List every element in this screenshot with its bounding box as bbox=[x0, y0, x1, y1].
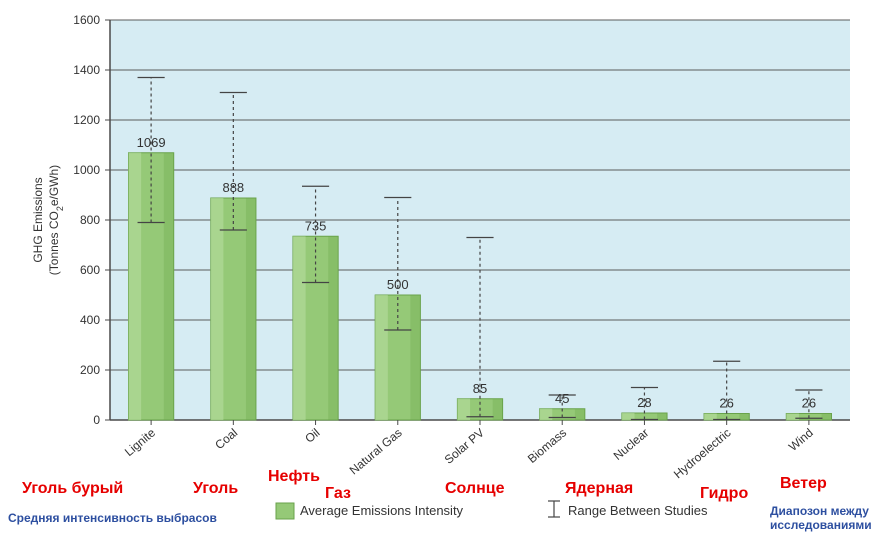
y-axis-label: GHG Emissions(Tonnes CO2e/GWh) bbox=[31, 165, 65, 275]
legend-swatch bbox=[276, 503, 294, 519]
category-label: Natural Gas bbox=[347, 426, 405, 478]
bar-value-label: 888 bbox=[222, 180, 244, 195]
russian-category-label: Солнце bbox=[445, 480, 505, 498]
y-tick-label: 200 bbox=[80, 363, 100, 377]
legend-ru-right: Диапозон между bbox=[770, 504, 869, 518]
bar-value-label: 28 bbox=[637, 395, 651, 410]
bar-value-label: 1069 bbox=[137, 135, 166, 150]
chart-root: 0 200 400 600 800 1000 1200 1400 1600 GHG Emissio… bbox=[0, 0, 875, 543]
bar bbox=[129, 153, 174, 420]
bar-value-label: 500 bbox=[387, 277, 409, 292]
bar-value-label: 735 bbox=[305, 218, 327, 233]
bar-value-label: 26 bbox=[802, 396, 816, 411]
russian-category-label: Газ bbox=[325, 485, 351, 503]
y-tick-label: 1200 bbox=[73, 113, 100, 127]
category-label: Biomass bbox=[525, 426, 569, 466]
category-label: Solar PV bbox=[442, 426, 487, 467]
russian-category-label: Ветер bbox=[780, 475, 827, 493]
category-label: Wind bbox=[786, 426, 816, 454]
bar-value-label: 85 bbox=[473, 381, 487, 396]
bar bbox=[375, 295, 420, 420]
y-tick-label: 800 bbox=[80, 213, 100, 227]
legend-ru-left: Средняя интенсивность выбрасов bbox=[8, 511, 217, 525]
y-tick-label: 1400 bbox=[73, 63, 100, 77]
bar-value-label: 26 bbox=[719, 396, 733, 411]
legend-range-label: Range Between Studies bbox=[568, 503, 708, 518]
bar bbox=[211, 198, 256, 420]
russian-category-label: Уголь бурый bbox=[22, 480, 123, 498]
y-tick-label: 1600 bbox=[73, 13, 100, 27]
russian-category-label: Гидро bbox=[700, 485, 748, 503]
svg-text:GHG Emissions: GHG Emissions bbox=[31, 177, 45, 262]
russian-category-label: Нефть bbox=[268, 468, 320, 486]
category-label: Lignite bbox=[122, 425, 158, 459]
legend-ru-right: исследованиями bbox=[770, 518, 872, 532]
legend-avg-label: Average Emissions Intensity bbox=[300, 503, 464, 518]
y-tick-label: 600 bbox=[80, 263, 100, 277]
category-label: Hydroelectric bbox=[671, 426, 734, 482]
svg-text:(Tonnes CO2e/GWh): (Tonnes CO2e/GWh) bbox=[47, 165, 65, 275]
russian-category-label: Ядерная bbox=[565, 480, 633, 498]
y-tick-label: 0 bbox=[93, 413, 100, 427]
bar-value-label: 45 bbox=[555, 391, 569, 406]
category-label: Coal bbox=[212, 426, 240, 453]
russian-category-label: Уголь bbox=[193, 480, 238, 498]
y-tick-label: 1000 bbox=[73, 163, 100, 177]
category-label: Oil bbox=[302, 426, 322, 446]
y-tick-label: 400 bbox=[80, 313, 100, 327]
category-label: Nuclear bbox=[611, 426, 652, 463]
emissions-bar-chart: 0 200 400 600 800 1000 1200 1400 1600 GHG Emissio… bbox=[0, 0, 875, 543]
